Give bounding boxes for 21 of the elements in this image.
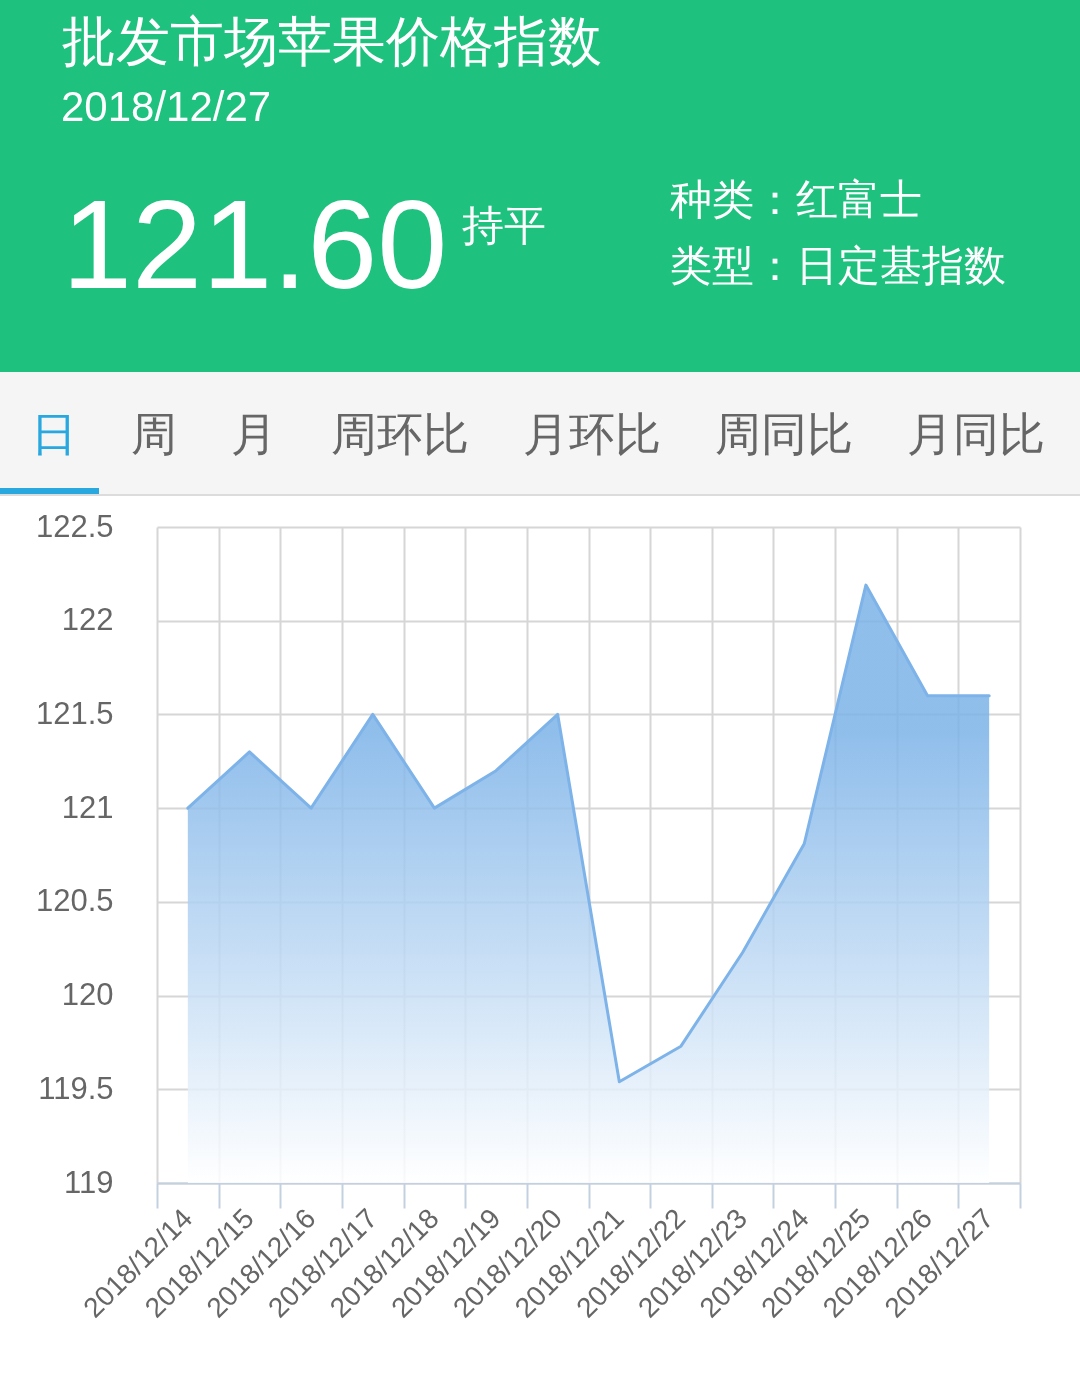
text: 种类：红富士 [670, 176, 922, 223]
text: 持平 [462, 202, 546, 249]
y-tick-label: 119 [64, 1164, 114, 1200]
tab-label: 月环比 [523, 407, 661, 462]
tab-label: 周 [131, 407, 177, 462]
y-tick-label: 120.5 [35, 883, 114, 919]
y-tick-label: 121 [61, 789, 114, 825]
y-tick-label: 122 [61, 602, 114, 638]
chart-subtitle: 2018/12/27 [61, 83, 272, 130]
tab-label: 月 [231, 407, 277, 462]
tab-label: 周环比 [331, 407, 469, 462]
tab-label: 日 [31, 407, 77, 462]
text: 121.60 [62, 174, 448, 315]
y-tick-label: 119.5 [38, 1070, 114, 1106]
y-tick-label: 120 [61, 977, 114, 1013]
y-tick-label: 122.5 [35, 508, 114, 544]
y-tick-label: 121.5 [35, 695, 114, 731]
tab-label: 月同比 [907, 407, 1045, 462]
chart-title: 批发市场苹果价格指数 [62, 11, 602, 71]
tab-label: 周同比 [715, 407, 853, 462]
text: 类型：日定基指数 [670, 242, 1006, 289]
